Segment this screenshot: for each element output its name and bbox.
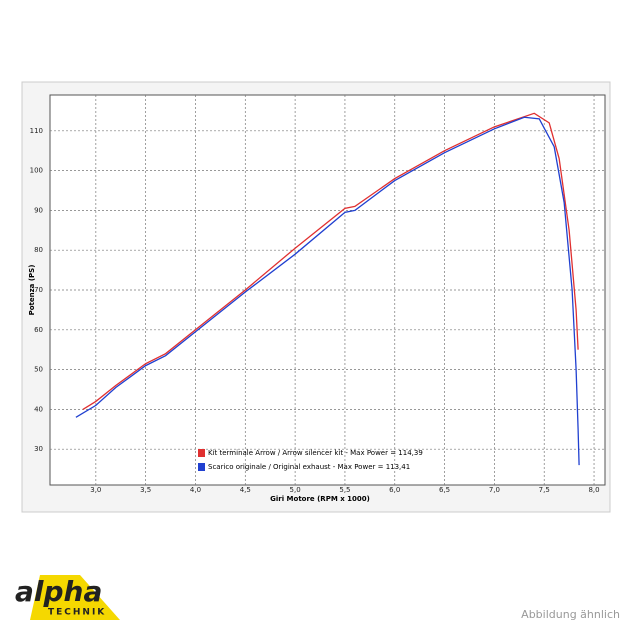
logo-subtitle: TECHNIK — [48, 608, 106, 618]
x-tick-label: 5,5 — [339, 486, 350, 494]
x-tick-label: 7,0 — [489, 486, 500, 494]
y-tick-label: 70 — [34, 286, 43, 294]
x-tick-label: 4,0 — [190, 486, 201, 494]
x-tick-label: 6,5 — [439, 486, 450, 494]
logo-shape — [30, 575, 120, 620]
x-tick-label: 4,5 — [240, 486, 251, 494]
y-tick-label: 40 — [34, 405, 43, 413]
logo-brand: alpha — [15, 575, 102, 608]
y-axis-label: Potenza (PS) — [28, 265, 36, 316]
y-tick-label: 100 — [30, 167, 43, 175]
legend-label: Kit terminale Arrow / Arrow silencer kit… — [208, 449, 423, 457]
y-tick-label: 60 — [34, 326, 43, 334]
y-tick-label: 110 — [30, 127, 43, 135]
series-line — [75, 116, 580, 466]
x-tick-label: 3,0 — [90, 486, 101, 494]
x-axis-label: Giri Motore (RPM x 1000) — [270, 495, 370, 503]
y-tick-label: 80 — [34, 246, 43, 254]
series-line — [82, 112, 579, 410]
x-tick-label: 6,0 — [389, 486, 400, 494]
y-tick-label: 90 — [34, 206, 43, 214]
legend-label: Scarico originale / Original exhaust - M… — [208, 463, 410, 471]
y-tick-label: 30 — [34, 445, 43, 453]
legend-swatch — [198, 449, 205, 457]
x-tick-label: 3,5 — [140, 486, 151, 494]
x-tick-label: 7,5 — [539, 486, 550, 494]
caption: Abbildung ähnlich — [521, 608, 620, 621]
x-tick-label: 8,0 — [588, 486, 599, 494]
x-tick-label: 5,0 — [290, 486, 301, 494]
y-tick-label: 50 — [34, 366, 43, 374]
legend-swatch — [198, 463, 205, 471]
